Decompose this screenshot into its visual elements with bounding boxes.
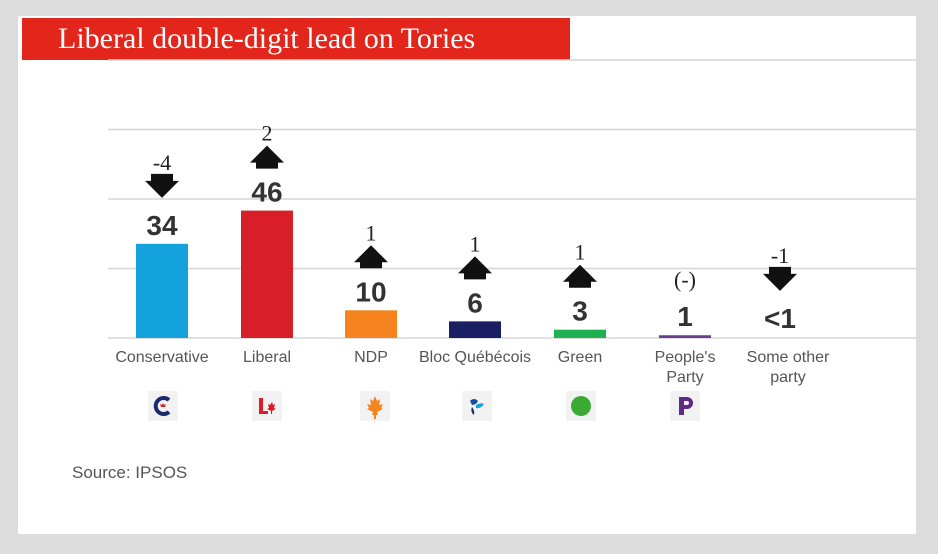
category-label: party — [770, 369, 806, 386]
up-arrow-icon — [250, 145, 284, 169]
value-label: 34 — [146, 210, 178, 241]
value-label: 3 — [572, 296, 588, 327]
bar-5 — [554, 329, 606, 338]
ndp-logo-icon — [360, 391, 390, 421]
category-label: Liberal — [243, 349, 291, 366]
category-label: Bloc Québécois — [419, 349, 531, 366]
category-label: Conservative — [115, 349, 208, 366]
bar-3 — [345, 310, 397, 338]
bar-2 — [241, 210, 293, 338]
liberal-logo-icon — [252, 391, 282, 421]
value-label: <1 — [764, 303, 796, 334]
bar-6 — [659, 335, 711, 338]
change-label: 2 — [262, 121, 273, 146]
source-note: Source: IPSOS — [72, 463, 188, 482]
bar-1 — [136, 243, 188, 338]
value-label: 10 — [355, 276, 386, 307]
category-label: NDP — [354, 349, 388, 366]
category-label: Green — [558, 349, 602, 366]
category-label: People's — [655, 349, 716, 366]
category-label: Party — [666, 369, 703, 386]
change-label: 1 — [470, 231, 481, 256]
ppc-logo-icon — [670, 391, 700, 421]
change-label: 1 — [575, 240, 586, 265]
bloc-logo-icon — [462, 391, 492, 421]
value-label: 6 — [467, 287, 483, 318]
category-label: Some other — [747, 349, 830, 366]
change-label: -1 — [771, 243, 789, 268]
change-label: -4 — [153, 150, 171, 175]
bar-4 — [449, 321, 501, 338]
up-arrow-icon — [458, 256, 492, 280]
change-label: (-) — [674, 267, 696, 292]
down-arrow-icon — [145, 173, 179, 198]
up-arrow-icon — [563, 264, 597, 288]
up-arrow-icon — [354, 245, 388, 269]
change-label: 1 — [366, 220, 377, 245]
chart-title: Liberal double-digit lead on Tories — [58, 22, 476, 55]
value-label: 46 — [251, 177, 282, 208]
down-arrow-icon — [763, 266, 797, 291]
conservative-logo-icon — [148, 391, 178, 421]
value-label: 1 — [677, 301, 693, 332]
green-logo-icon — [566, 391, 596, 421]
title-banner — [22, 18, 570, 60]
